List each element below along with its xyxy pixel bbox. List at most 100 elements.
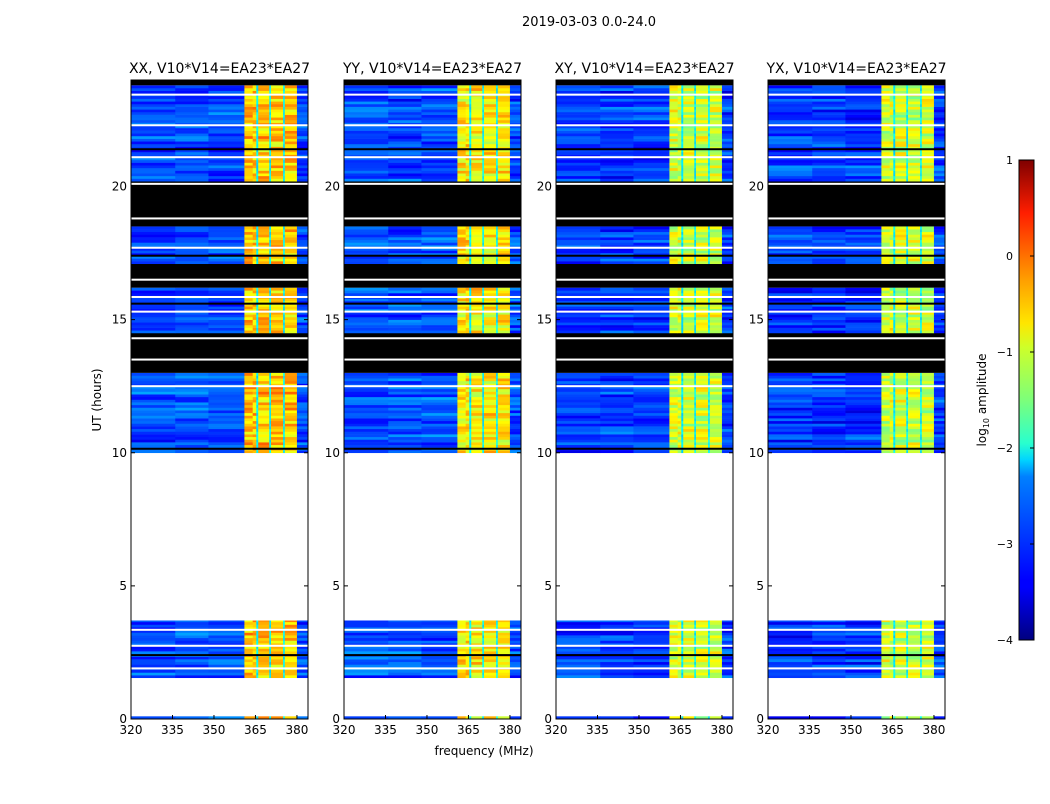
- heatmap-cell: [678, 450, 682, 453]
- heatmap-cell: [469, 91, 471, 94]
- heatmap-cell: [678, 664, 682, 667]
- heatmap-cell: [271, 402, 283, 405]
- heatmap-cell: [696, 373, 708, 376]
- heatmap-cell: [175, 165, 208, 168]
- heatmap-cell: [285, 622, 297, 625]
- heatmap-cell: [421, 620, 457, 622]
- heatmap-cell: [669, 659, 678, 662]
- heatmap-cell: [633, 131, 669, 134]
- heatmap-cell: [208, 165, 244, 168]
- heatmap-cell: [845, 423, 881, 426]
- heatmap-cell: [388, 85, 421, 88]
- heatmap-cell: [484, 651, 496, 654]
- heatmap-cell: [681, 117, 683, 120]
- heatmap-cell: [258, 638, 269, 641]
- heatmap-cell: [208, 405, 244, 408]
- heatmap-cell: [633, 240, 669, 243]
- heatmap-cell: [510, 670, 521, 673]
- heatmap-cell: [466, 635, 470, 638]
- heatmap-cell: [498, 328, 510, 331]
- heatmap-cell: [881, 624, 890, 627]
- heatmap-cell: [922, 672, 934, 675]
- heatmap-cell: [556, 662, 601, 665]
- heatmap-cell: [678, 85, 682, 88]
- heatmap-cell: [208, 664, 244, 667]
- heatmap-cell: [669, 670, 678, 673]
- heatmap-cell: [633, 258, 669, 261]
- heatmap-cell: [908, 664, 920, 667]
- flag-line: [556, 311, 733, 313]
- flag-line: [344, 645, 521, 647]
- heatmap-cell: [934, 672, 945, 675]
- heatmap-cell: [258, 325, 269, 328]
- heatmap-cell: [244, 234, 253, 237]
- heatmap-cell: [633, 410, 669, 413]
- heatmap-cell: [285, 314, 297, 317]
- heatmap-cell: [722, 659, 733, 662]
- heatmap-cell: [244, 120, 253, 123]
- heatmap-cell: [908, 439, 920, 442]
- heatmap-cell: [696, 328, 708, 331]
- heatmap-cell: [285, 234, 297, 237]
- heatmap-cell: [722, 392, 733, 395]
- heatmap-cell: [421, 290, 457, 293]
- heatmap-cell: [258, 139, 269, 142]
- heatmap-cell: [556, 133, 601, 136]
- heatmap-cell: [388, 418, 421, 421]
- heatmap-cell: [895, 640, 906, 643]
- heatmap-cell: [633, 389, 669, 392]
- heatmap-cell: [510, 423, 521, 426]
- heatmap-cell: [388, 407, 421, 410]
- heatmap-cell: [469, 261, 471, 264]
- heatmap-cell: [297, 242, 308, 245]
- heatmap-cell: [244, 322, 253, 325]
- heatmap-cell: [895, 656, 906, 659]
- heatmap-cell: [253, 381, 257, 384]
- heatmap-cell: [421, 325, 457, 328]
- heatmap-cell: [696, 120, 708, 123]
- heatmap-cell: [498, 442, 510, 445]
- heatmap-cell: [344, 320, 389, 323]
- heatmap-cell: [633, 96, 669, 99]
- heatmap-cell: [678, 670, 682, 673]
- heatmap-cell: [466, 662, 470, 665]
- heatmap-cell: [669, 389, 678, 392]
- heatmap-cell: [421, 109, 457, 112]
- heatmap-cell: [908, 624, 920, 627]
- heatmap-cell: [681, 325, 683, 328]
- heatmap-cell: [421, 144, 457, 147]
- heatmap-cell: [466, 421, 470, 424]
- heatmap-cell: [253, 320, 257, 323]
- heatmap-cell: [175, 376, 208, 379]
- heatmap-cell: [633, 242, 669, 245]
- heatmap-cell: [253, 104, 257, 107]
- heatmap-cell: [253, 317, 257, 320]
- heatmap-cell: [471, 421, 482, 424]
- heatmap-cell: [297, 662, 308, 665]
- heatmap-cell: [258, 163, 269, 166]
- heatmap-cell: [285, 85, 297, 88]
- heatmap-cell: [471, 133, 482, 136]
- heatmap-cell: [469, 115, 471, 118]
- heatmap-cell: [893, 670, 895, 673]
- heatmap-cell: [696, 620, 708, 622]
- heatmap-cell: [466, 258, 470, 261]
- heatmap-cell: [253, 136, 257, 139]
- heatmap-cell: [710, 288, 722, 291]
- heatmap-cell: [600, 410, 633, 413]
- heatmap-cell: [271, 152, 283, 155]
- heatmap-cell: [131, 131, 176, 134]
- heatmap-cell: [388, 258, 421, 261]
- heatmap-cell: [556, 229, 601, 232]
- heatmap-cell: [678, 620, 682, 622]
- heatmap-cell: [812, 638, 845, 641]
- heatmap-cell: [600, 622, 633, 625]
- heatmap-cell: [344, 141, 389, 144]
- heatmap-cell: [208, 413, 244, 416]
- heatmap-cell: [244, 445, 253, 448]
- heatmap-cell: [285, 179, 297, 182]
- heatmap-cell: [457, 670, 466, 673]
- heatmap-cell: [175, 117, 208, 120]
- heatmap-cell: [344, 261, 389, 264]
- heatmap-cell: [388, 141, 421, 144]
